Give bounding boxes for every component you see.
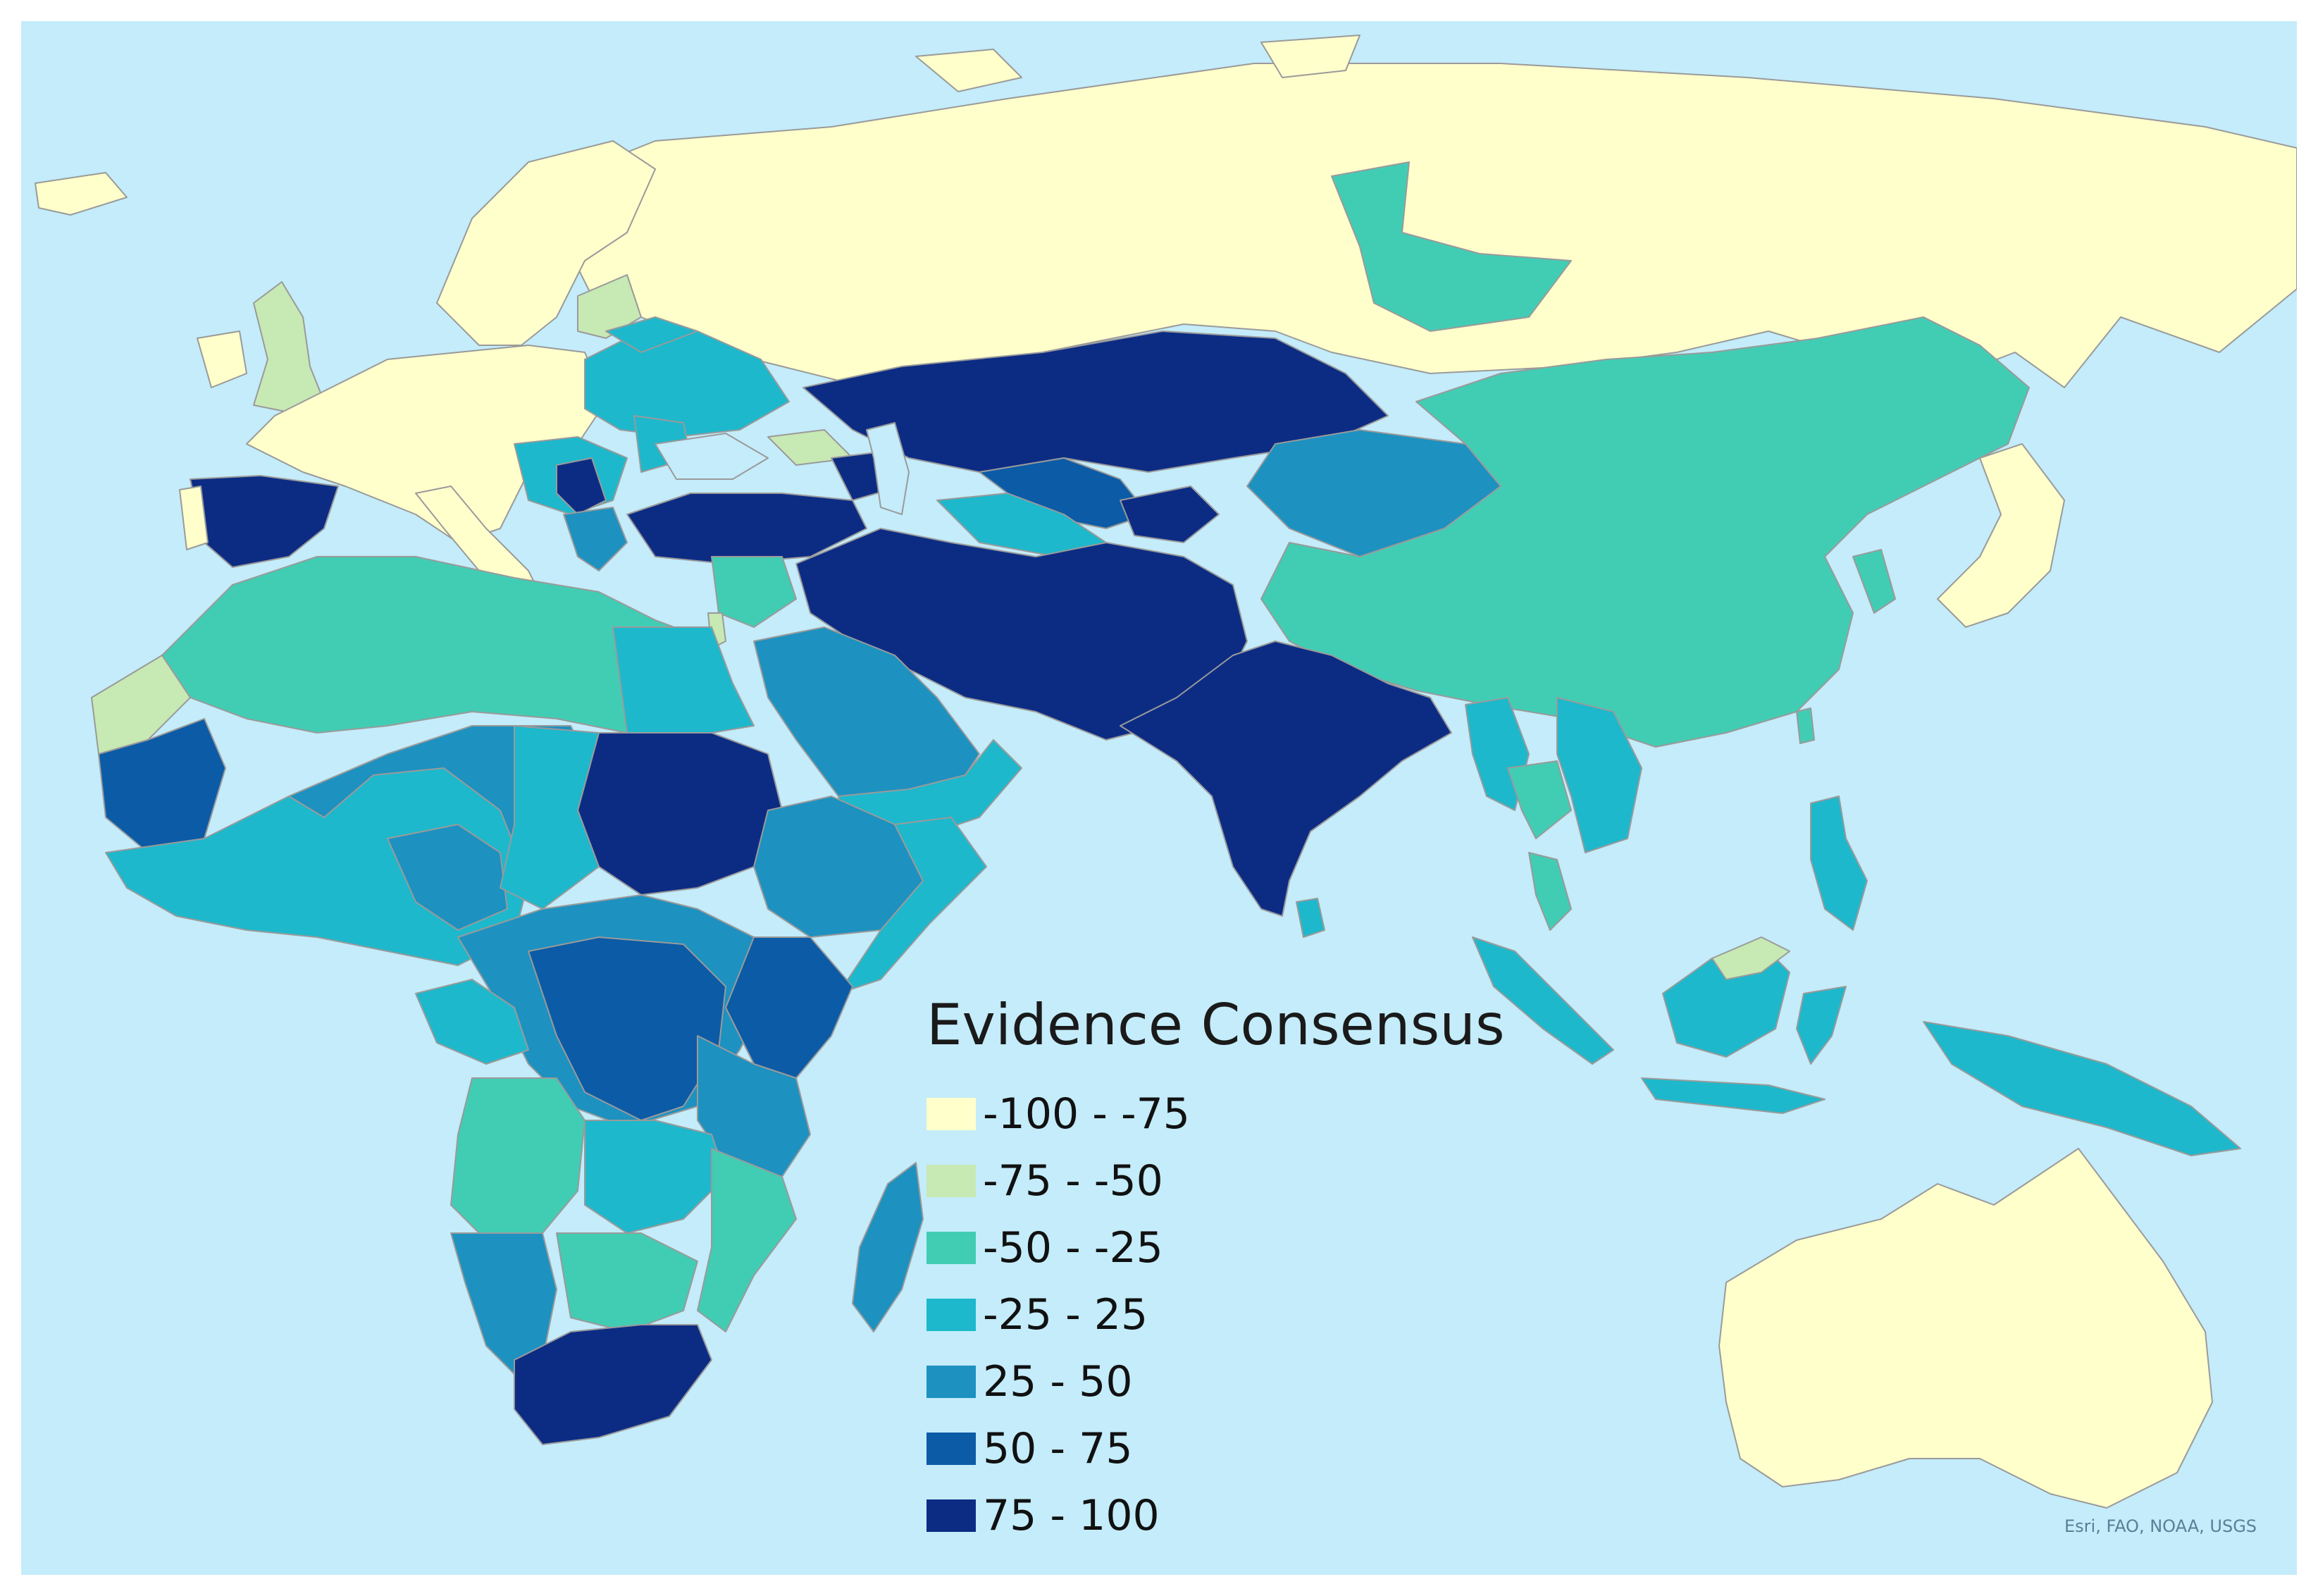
legend-swatch xyxy=(926,1298,976,1331)
region-india[interactable] xyxy=(1120,641,1452,917)
legend-item: -50 - -25 xyxy=(926,1214,1420,1281)
region-madagascar[interactable] xyxy=(852,1162,924,1332)
region-australia[interactable] xyxy=(1718,1148,2213,1509)
region-syria-levant[interactable] xyxy=(711,556,797,628)
legend-item: -100 - -75 xyxy=(926,1080,1420,1147)
region-greece[interactable] xyxy=(563,507,628,571)
region-malay-peninsula[interactable] xyxy=(1528,852,1572,931)
region-tanzania[interactable] xyxy=(697,1035,811,1177)
legend-swatch xyxy=(926,1365,976,1398)
region-korea[interactable] xyxy=(1852,549,1896,614)
legend-label: -100 - -75 xyxy=(983,1089,1190,1139)
legend-label: -75 - -50 xyxy=(983,1156,1163,1206)
region-black-sea xyxy=(655,433,769,480)
legend-swatch xyxy=(926,1097,976,1130)
region-kenya-tanzania[interactable] xyxy=(725,936,853,1079)
region-chad-car[interactable] xyxy=(500,725,600,910)
region-taiwan[interactable] xyxy=(1796,707,1815,744)
region-caspian-sea xyxy=(866,422,910,515)
region-turkey[interactable] xyxy=(626,493,867,564)
region-belarus[interactable] xyxy=(605,316,698,353)
region-sumatra[interactable] xyxy=(1472,936,1614,1065)
region-botswana-zimbabwe[interactable] xyxy=(556,1232,698,1332)
region-iceland xyxy=(35,172,128,216)
legend-rows: -100 - -75 -75 - -50 -50 - -25 -25 - 25 25 -… xyxy=(926,1080,1420,1549)
region-scandinavia[interactable] xyxy=(436,140,656,346)
region-western-sahara[interactable] xyxy=(91,655,191,755)
region-gabon-congo[interactable] xyxy=(415,979,529,1065)
region-nigeria[interactable] xyxy=(387,824,508,931)
region-mozambique[interactable] xyxy=(697,1148,797,1332)
region-portugal[interactable] xyxy=(179,485,209,550)
legend-label: 50 - 75 xyxy=(983,1423,1133,1473)
region-japan[interactable] xyxy=(1937,443,2065,628)
legend-item: 25 - 50 xyxy=(926,1348,1420,1415)
legend-swatch xyxy=(926,1499,976,1532)
region-siberia-krasnoyarsk[interactable] xyxy=(1331,161,1572,332)
map-legend: Evidence Consensus -100 - -75 -75 - -50 -5… xyxy=(926,992,1505,1549)
region-serbia[interactable] xyxy=(556,457,607,515)
map-frame xyxy=(21,21,2297,1575)
region-spain[interactable] xyxy=(190,475,339,568)
legend-swatch xyxy=(926,1432,976,1465)
choropleth-map[interactable] xyxy=(21,21,2297,1575)
region-mauritania[interactable] xyxy=(98,718,226,853)
region-new-guinea[interactable] xyxy=(1923,1021,2241,1156)
region-sarawak[interactable] xyxy=(1711,936,1790,980)
legend-item: -75 - -50 xyxy=(926,1147,1420,1214)
region-zambia-malawi[interactable] xyxy=(584,1120,726,1234)
region-novaya-zemlya xyxy=(1260,35,1361,78)
region-western-europe[interactable] xyxy=(246,345,607,543)
legend-item: 75 - 100 xyxy=(926,1482,1420,1549)
legend-label: -50 - -25 xyxy=(983,1223,1163,1273)
region-vietnam-laos[interactable] xyxy=(1556,697,1642,853)
legend-label: -25 - 25 xyxy=(983,1289,1148,1340)
region-java[interactable] xyxy=(1641,1077,1826,1114)
legend-swatch xyxy=(926,1231,976,1264)
legend-item: -25 - 25 xyxy=(926,1281,1420,1348)
map-attribution: Esri, FAO, NOAA, USGS xyxy=(2064,1516,2257,1536)
legend-item: 50 - 75 xyxy=(926,1415,1420,1482)
region-thailand[interactable] xyxy=(1507,760,1572,839)
region-sri-lanka[interactable] xyxy=(1296,898,1325,938)
region-kyrgyz-tajik[interactable] xyxy=(1120,485,1220,543)
region-philippines[interactable] xyxy=(1810,796,1868,931)
legend-label: 75 - 100 xyxy=(983,1490,1160,1540)
region-south-africa[interactable] xyxy=(514,1324,712,1445)
region-ireland[interactable] xyxy=(197,330,247,388)
region-somalia[interactable] xyxy=(838,817,987,994)
legend-swatch xyxy=(926,1164,976,1197)
region-china[interactable] xyxy=(1260,316,2030,748)
legend-title: Evidence Consensus xyxy=(926,992,1505,1058)
region-svalbard xyxy=(915,49,1022,92)
legend-label: 25 - 50 xyxy=(983,1356,1133,1406)
region-sulawesi[interactable] xyxy=(1796,986,1847,1065)
